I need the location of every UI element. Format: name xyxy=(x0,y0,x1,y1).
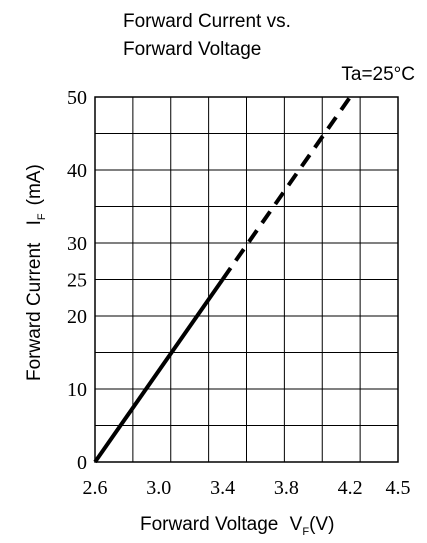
x-tick-label: 3.0 xyxy=(146,477,171,499)
grid xyxy=(94,96,399,463)
condition-label: Ta=25°C xyxy=(341,64,415,85)
chart-title-line-1: Forward Current vs. xyxy=(123,11,291,32)
y-tick-label: 50 xyxy=(67,87,87,109)
series-line-solid xyxy=(93,278,225,464)
x-tick-label: 3.4 xyxy=(210,477,235,499)
y-tick-label: 30 xyxy=(67,233,87,255)
series-line-dashed xyxy=(220,95,352,281)
y-tick-labels: 0 10 20 25 30 40 50 xyxy=(67,87,87,474)
y-tick-label: 25 xyxy=(67,270,87,292)
y-axis-label: Forward Current IF(mA) xyxy=(24,164,48,381)
y-tick-label: 0 xyxy=(77,452,87,474)
y-tick-label: 10 xyxy=(67,379,87,401)
x-axis-label: Forward Voltage VF(V) xyxy=(140,514,334,538)
x-tick-label: 4.5 xyxy=(386,477,411,499)
x-tick-labels: 2.6 3.0 3.4 3.8 4.2 4.5 xyxy=(83,477,411,499)
chart-title-line-2: Forward Voltage xyxy=(123,39,261,60)
x-tick-label: 2.6 xyxy=(83,477,108,499)
x-tick-label: 4.2 xyxy=(338,477,363,499)
y-tick-label: 20 xyxy=(67,306,87,328)
series-lines xyxy=(93,95,352,464)
x-tick-label: 3.8 xyxy=(274,477,299,499)
y-tick-label: 40 xyxy=(67,160,87,182)
plot-frame xyxy=(94,96,399,463)
